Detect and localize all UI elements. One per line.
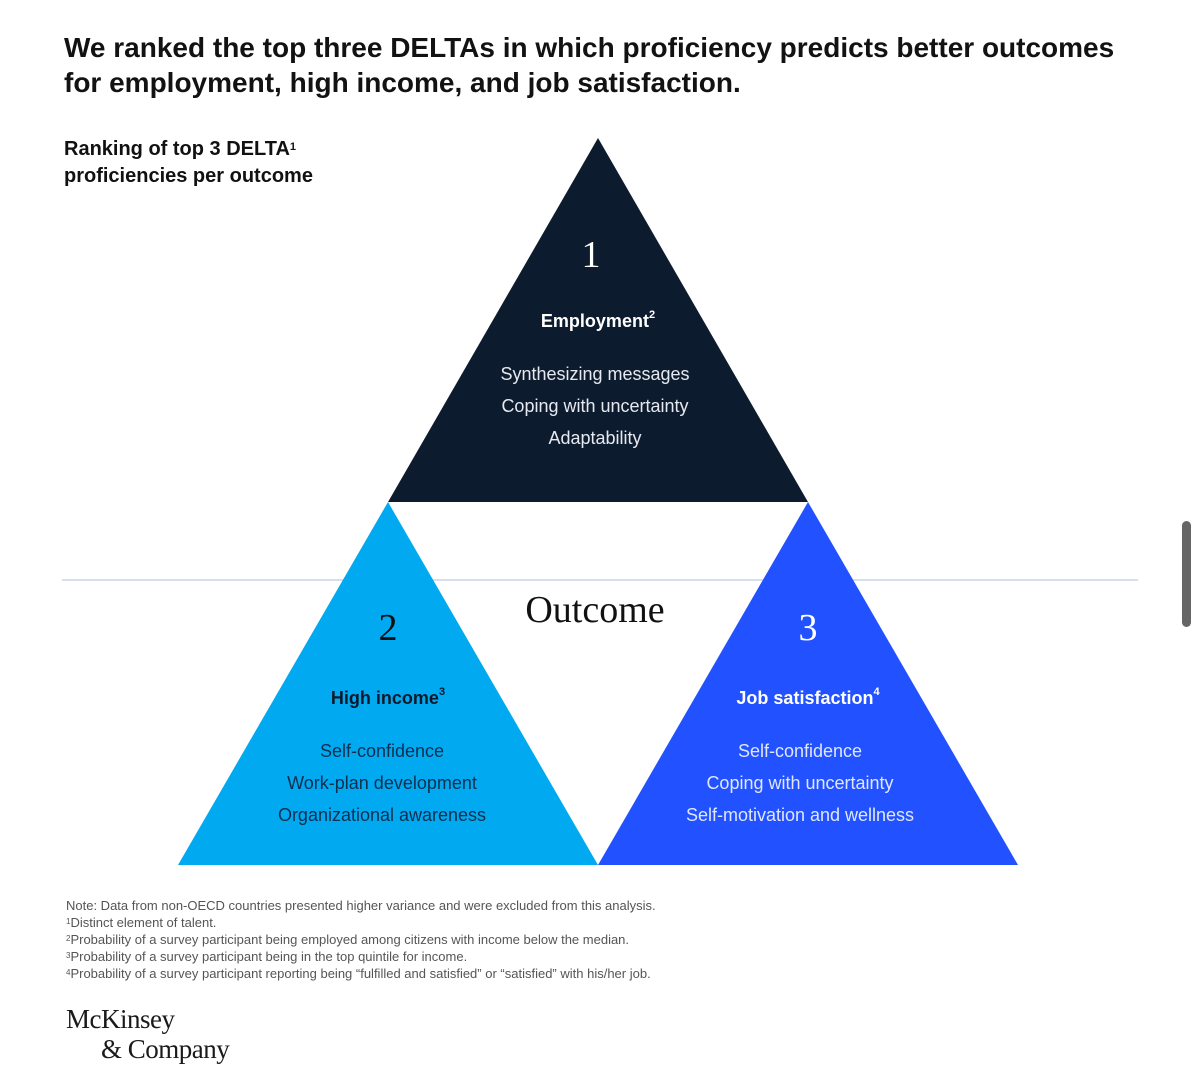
footnote-3-mark: 3: [66, 951, 71, 960]
triangle-shapes: [62, 138, 1138, 865]
footnotes: Note: Data from non-OECD countries prese…: [66, 897, 966, 982]
job-satisfaction-triangle: [598, 502, 1018, 865]
employment-triangle: [388, 138, 808, 502]
subtitle-footnote-mark: 1: [289, 141, 297, 153]
high-income-item-3: Organizational awareness: [277, 805, 487, 825]
employment-footnote-mark: 2: [648, 309, 656, 321]
footnote-4-mark: 4: [66, 968, 71, 977]
subtitle-text: Ranking of top 3 DELTA: [64, 138, 290, 160]
job-satisfaction-item-3: Self-motivation and wellness: [685, 805, 915, 825]
footnote-2: 2Probability of a survey participant bei…: [66, 931, 966, 948]
center-outcome-label: Outcome: [525, 589, 665, 631]
job-satisfaction-item-2: Coping with uncertainty: [706, 773, 894, 793]
employment-title: Employment2: [418, 309, 778, 332]
job-satisfaction-title: Job satisfaction4: [628, 686, 988, 709]
headline: We ranked the top three DELTAs in which …: [64, 32, 1115, 98]
mckinsey-logo: McKinsey & Company: [66, 1004, 230, 1064]
diagram-subtitle: Ranking of top 3 DELTA1 proficiencies pe…: [64, 136, 364, 190]
outcome-triangle-diagram: 1 Employment2 Synthesizing messages Copi…: [62, 138, 1138, 865]
high-income-item-1: Self-confidence: [319, 741, 445, 761]
job-satisfaction-item-1: Self-confidence: [737, 741, 863, 761]
job-satisfaction-proficiency-list: Self-confidence Coping with uncertainty …: [620, 735, 980, 831]
employment-item-1: Synthesizing messages: [500, 364, 690, 384]
footnote-3: 3Probability of a survey participant bei…: [66, 948, 966, 965]
high-income-title: High income3: [208, 686, 568, 709]
logo-line-1: McKinsey: [66, 1004, 175, 1034]
job-satisfaction-rank: 3: [798, 607, 818, 649]
employment-rank: 1: [581, 234, 601, 276]
footnote-2-text: Probability of a survey participant bein…: [70, 932, 630, 947]
high-income-rank: 2: [378, 607, 398, 649]
vertical-scrollbar[interactable]: [1182, 521, 1191, 627]
job-satisfaction-footnote-mark: 4: [873, 686, 880, 698]
footnote-2-mark: 2: [66, 934, 71, 943]
footnote-1-text: Distinct element of talent.: [70, 915, 217, 930]
footnote-4-text: Probability of a survey participant repo…: [70, 966, 651, 981]
footnote-1-mark: 1: [66, 917, 71, 926]
high-income-footnote-mark: 3: [438, 686, 446, 698]
employment-item-3: Adaptability: [548, 428, 642, 448]
high-income-triangle: [178, 502, 598, 865]
employment-title-text: Employment: [540, 311, 649, 331]
footnote-1: 1Distinct element of talent.: [66, 914, 966, 931]
high-income-title-text: High income: [330, 688, 439, 708]
subtitle-text-line2: proficiencies per outcome: [64, 165, 313, 187]
employment-proficiency-list: Synthesizing messages Coping with uncert…: [415, 358, 775, 454]
note-line: Note: Data from non-OECD countries prese…: [66, 898, 656, 913]
high-income-proficiency-list: Self-confidence Work-plan development Or…: [202, 735, 562, 831]
logo-line-2: & Company: [101, 1034, 230, 1064]
job-satisfaction-title-text: Job satisfaction: [736, 688, 874, 708]
employment-item-2: Coping with uncertainty: [501, 396, 689, 416]
high-income-item-2: Work-plan development: [287, 773, 477, 793]
footnote-3-text: Probability of a survey participant bein…: [70, 949, 468, 964]
footnote-4: 4Probability of a survey participant rep…: [66, 965, 966, 982]
